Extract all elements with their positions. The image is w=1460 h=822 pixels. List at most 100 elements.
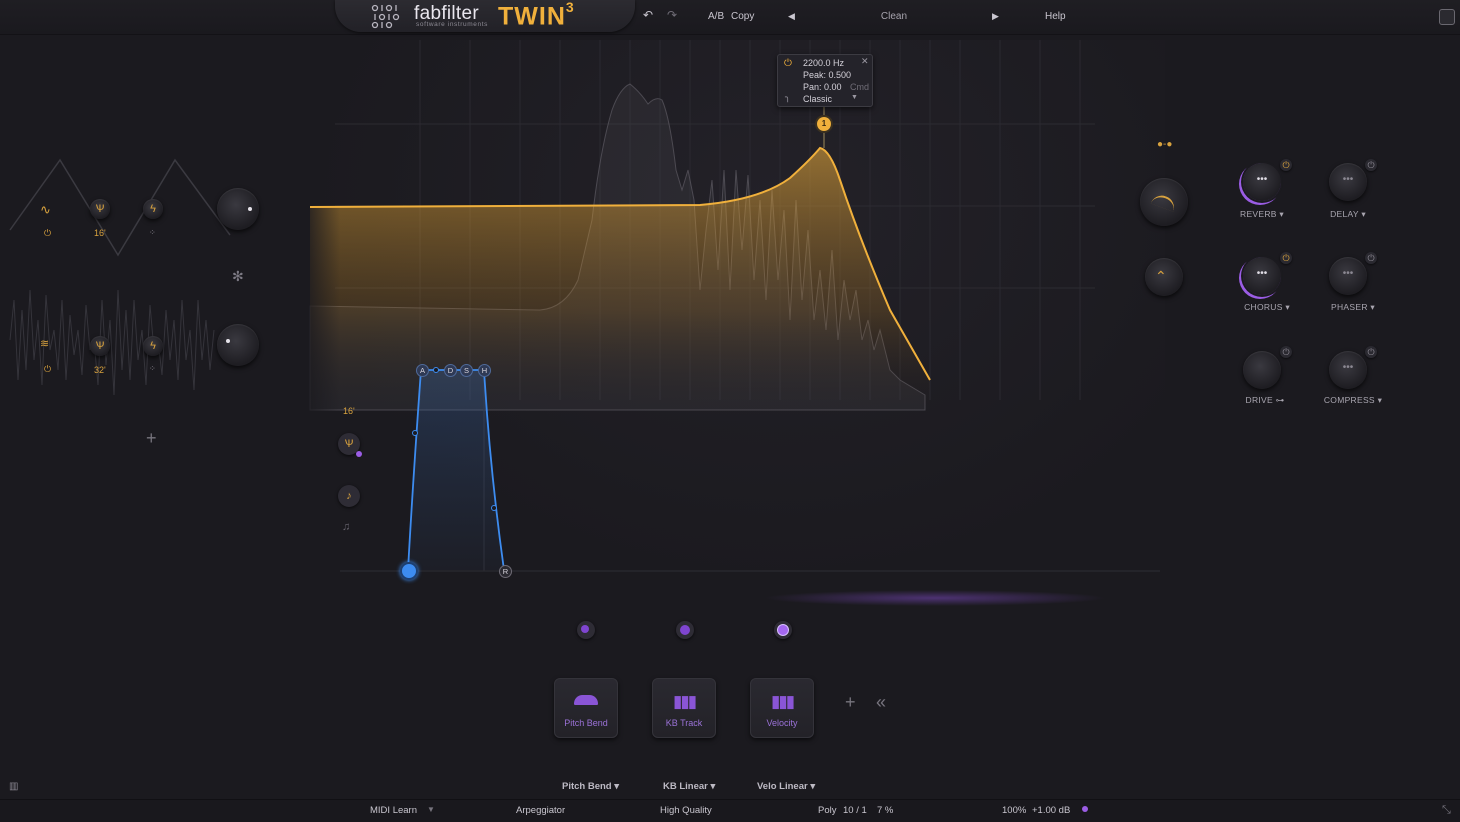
pitch-bend-mode-select[interactable]: Pitch Bend ▾ bbox=[562, 781, 620, 792]
reverb-label[interactable]: REVERB ▾ bbox=[1240, 209, 1284, 219]
chorus-knob[interactable]: ••• bbox=[1243, 257, 1281, 295]
keyboard-toggle-icon[interactable]: ▥ bbox=[9, 781, 19, 792]
voice-mode-button[interactable]: Poly bbox=[818, 805, 837, 816]
help-button[interactable]: Help bbox=[1045, 11, 1066, 22]
filter-drive-knob[interactable] bbox=[1140, 178, 1188, 226]
mod-amount-knob-1[interactable] bbox=[577, 621, 595, 639]
top-bar bbox=[0, 0, 1460, 35]
resize-icon[interactable]: ⤡ bbox=[1442, 804, 1451, 816]
keyboard-icon: ▮▮▮ bbox=[771, 692, 795, 711]
filter-peak[interactable]: Peak: 0.500 bbox=[803, 70, 852, 80]
oscillator-2-level-knob[interactable] bbox=[217, 324, 259, 366]
oscillator-1-pitch: 16' bbox=[94, 228, 106, 238]
drive-knob[interactable] bbox=[1243, 351, 1281, 389]
phaser-label[interactable]: PHASER ▾ bbox=[1331, 302, 1375, 312]
filter-curve-icon bbox=[1150, 192, 1178, 212]
output-gain[interactable]: +1.00 dB bbox=[1032, 805, 1071, 816]
mod-source-velocity[interactable]: ▮▮▮ Velocity bbox=[750, 678, 814, 738]
filter-band-tooltip: ⏻ 2200.0 Hz ✕ Peak: 0.500 Pan: 0.00 Cmd … bbox=[777, 54, 873, 107]
copy-button[interactable]: Copy bbox=[731, 11, 755, 22]
glide-icon[interactable]: ♪ bbox=[338, 485, 360, 507]
keyboard-icon: ▮▮▮ bbox=[673, 692, 697, 711]
chorus-power-icon[interactable]: ⏻ bbox=[1280, 252, 1292, 264]
brand-subtitle: software instruments bbox=[416, 21, 488, 28]
stereo-link-icon[interactable]: ●-● bbox=[1157, 139, 1173, 150]
envelope-attack-node[interactable]: A bbox=[416, 364, 429, 377]
peak-icon: ⌃ bbox=[1155, 268, 1167, 284]
collapse-icon[interactable]: « bbox=[876, 692, 887, 712]
filter-type-select[interactable]: Classic bbox=[803, 94, 833, 104]
mod-source-pitch-bend[interactable]: Pitch Bend bbox=[554, 678, 618, 738]
music-note-icon[interactable]: ♫ bbox=[342, 521, 351, 533]
chevron-down-icon[interactable]: ▼ bbox=[427, 805, 435, 814]
filter-pan[interactable]: Pan: 0.00 bbox=[803, 82, 842, 92]
link-icon[interactable]: ⁘ bbox=[149, 364, 156, 373]
oscillator-2-pitch-knob[interactable]: Ѱ bbox=[90, 336, 110, 356]
oscillator-2-shape-knob[interactable]: ϟ bbox=[143, 336, 163, 356]
compress-power-icon[interactable]: ⏻ bbox=[1365, 346, 1377, 358]
compress-label[interactable]: COMPRESS ▾ bbox=[1323, 395, 1383, 405]
ab-compare-button[interactable]: A/B bbox=[708, 11, 725, 22]
envelope-hold-node[interactable]: H bbox=[478, 364, 491, 377]
close-icon[interactable]: ✕ bbox=[861, 56, 869, 66]
quality-button[interactable]: High Quality bbox=[660, 805, 712, 816]
oscillator-1-power-icon[interactable]: ⏻ bbox=[44, 228, 52, 238]
filter-frequency[interactable]: 2200.0 Hz bbox=[803, 58, 845, 68]
modulation-dot bbox=[356, 451, 362, 457]
mod-source-label: KB Track bbox=[665, 718, 703, 728]
delay-label[interactable]: DELAY ▾ bbox=[1330, 209, 1366, 219]
compress-knob[interactable]: ••• bbox=[1329, 351, 1367, 389]
delay-knob[interactable]: ••• bbox=[1329, 163, 1367, 201]
oscillator-1-level-knob[interactable] bbox=[217, 188, 259, 230]
fullscreen-icon[interactable] bbox=[1439, 9, 1455, 25]
kb-track-mode-select[interactable]: KB Linear ▾ bbox=[663, 781, 716, 792]
pitch-target-icon[interactable]: Ѱ bbox=[338, 433, 360, 455]
envelope-sustain-node[interactable]: S bbox=[460, 364, 473, 377]
oscillator-2-pitch: 32' bbox=[94, 365, 106, 375]
oscillator-1-shape-knob[interactable]: ϟ bbox=[143, 199, 163, 219]
arpeggiator-button[interactable]: Arpeggiator bbox=[516, 805, 566, 816]
preset-next-icon[interactable]: ▶ bbox=[992, 11, 999, 21]
oscillator-1-pitch-knob[interactable]: Ѱ bbox=[90, 199, 110, 219]
envelope-start-handle[interactable] bbox=[400, 562, 418, 580]
drive-label[interactable]: DRIVE ⊶ bbox=[1245, 395, 1285, 405]
reverb-power-icon[interactable]: ⏻ bbox=[1280, 159, 1292, 171]
triangle-wave-icon[interactable]: ∿ bbox=[40, 202, 51, 217]
mod-source-label: Pitch Bend bbox=[564, 718, 608, 728]
noise-wave-icon[interactable]: ≋ bbox=[40, 338, 50, 350]
delay-power-icon[interactable]: ⏻ bbox=[1365, 159, 1377, 171]
add-oscillator-button[interactable]: + bbox=[146, 428, 157, 448]
mod-amount-knob-2[interactable] bbox=[676, 621, 694, 639]
chevron-down-icon[interactable]: ▼ bbox=[851, 94, 858, 101]
zoom-level[interactable]: 100% bbox=[1002, 805, 1027, 816]
fabfilter-logo-icon bbox=[371, 4, 400, 29]
power-icon[interactable]: ⏻ bbox=[784, 58, 792, 69]
phaser-power-icon[interactable]: ⏻ bbox=[1365, 252, 1377, 264]
drive-power-icon[interactable]: ⏻ bbox=[1280, 346, 1292, 358]
phaser-knob[interactable]: ••• bbox=[1329, 257, 1367, 295]
mod-amount-knob-3[interactable] bbox=[774, 621, 792, 639]
preset-prev-icon[interactable]: ◀ bbox=[788, 11, 795, 21]
reverb-knob[interactable]: ••• bbox=[1243, 163, 1281, 201]
velocity-mode-select[interactable]: Velo Linear ▾ bbox=[757, 781, 816, 792]
mod-source-kb-track[interactable]: ▮▮▮ KB Track bbox=[652, 678, 716, 738]
envelope-decay-node[interactable]: D bbox=[444, 364, 457, 377]
preset-name[interactable]: Clean bbox=[880, 11, 908, 22]
pitch-bend-icon bbox=[574, 695, 598, 705]
filter-response-curve bbox=[309, 146, 931, 381]
chorus-label[interactable]: CHORUS ▾ bbox=[1244, 302, 1290, 312]
link-icon[interactable]: ⁘ bbox=[149, 228, 156, 237]
filter-resonance-knob[interactable]: ⌃ bbox=[1145, 258, 1183, 296]
envelope-release-node[interactable]: R bbox=[499, 565, 512, 578]
freeze-icon[interactable]: ✻ bbox=[232, 268, 244, 284]
add-modulation-button[interactable]: + bbox=[845, 692, 856, 712]
redo-icon[interactable]: ↷ bbox=[667, 8, 678, 22]
oscillator-2-power-icon[interactable]: ⏻ bbox=[44, 364, 52, 374]
filter-band-handle[interactable]: 1 bbox=[817, 117, 831, 131]
midi-learn-button[interactable]: MIDI Learn bbox=[370, 805, 417, 816]
brand-name: fabfilter bbox=[414, 3, 480, 24]
modifier-hint: Cmd bbox=[850, 82, 870, 92]
voice-count[interactable]: 10 / 1 bbox=[843, 805, 867, 816]
undo-icon[interactable]: ↶ bbox=[643, 8, 654, 22]
